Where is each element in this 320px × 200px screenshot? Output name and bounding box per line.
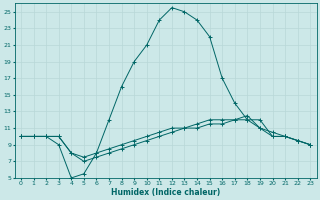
X-axis label: Humidex (Indice chaleur): Humidex (Indice chaleur) [111,188,220,197]
